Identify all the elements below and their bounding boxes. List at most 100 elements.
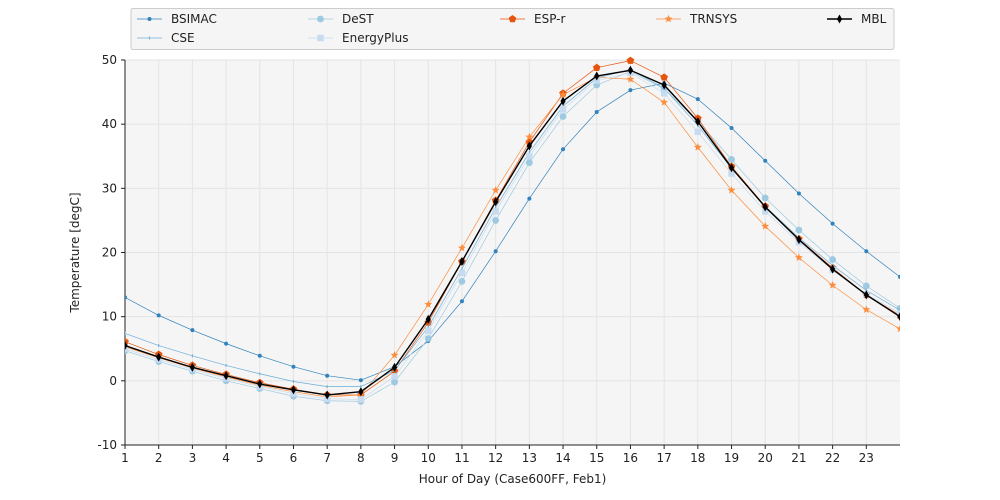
data-point-energyplus [660,90,668,97]
data-point-dest [559,113,567,120]
data-point-mbl [830,264,836,274]
series-line-bsimac [125,82,900,381]
legend-item-mbl: MBL [827,12,887,26]
data-point-bsimac [796,191,801,196]
legend-marker [508,15,517,23]
x-tick-label: 19 [724,451,739,465]
data-point-dest [492,217,500,224]
x-tick-label: 14 [555,451,570,465]
data-point-trnsys [626,75,635,83]
x-tick-label: 2 [155,451,163,465]
data-point-bsimac [695,97,700,102]
grid [124,59,900,446]
data-point-bsimac [156,313,161,318]
data-point-bsimac [729,126,734,131]
data-point-trnsys [727,186,736,194]
data-point-bsimac [763,158,768,163]
series-line-energyplus [125,72,900,400]
data-point-mbl [125,341,128,351]
data-point-bsimac [291,364,296,369]
x-tick-label: 11 [454,451,469,465]
data-point-mbl [425,314,431,324]
data-point-energyplus [458,269,466,277]
x-tick-label: 6 [290,451,298,465]
data-point-esp-r [592,63,601,71]
x-tick-label: 5 [256,451,264,465]
data-point-bsimac [527,196,532,201]
y-tick-label: 20 [102,246,117,260]
x-tick-label: 21 [791,451,806,465]
x-tick-label: 8 [357,451,365,465]
data-point-bsimac [190,328,195,333]
data-point-trnsys [693,143,702,151]
data-point-trnsys [660,98,669,106]
data-point-mbl [358,387,364,397]
legend-label: TRNSYS [689,12,737,26]
data-point-mbl [493,197,499,207]
x-tick-label: 3 [189,451,197,465]
data-point-dest [862,282,870,290]
data-point-trnsys [491,186,500,194]
x-tick-label: 10 [421,451,436,465]
data-point-energyplus [559,106,567,113]
x-tick-label: 9 [391,451,399,465]
data-point-dest [424,335,432,342]
data-point-energyplus [391,373,398,380]
legend-item-bsimac: BSIMAC [137,12,217,26]
data-point-bsimac [830,221,835,226]
legend-label: DeST [342,12,374,26]
data-point-trnsys [761,221,770,230]
x-axis-title: Hour of Day (Case600FF, Feb1) [419,472,607,486]
x-tick-label: 1 [121,451,129,465]
data-point-energyplus [526,153,533,160]
legend-marker [147,17,152,21]
data-point-mbl [526,141,532,151]
data-point-energyplus [728,170,735,177]
series-line-trnsys [125,76,900,398]
data-point-mbl [627,65,634,75]
data-point-mbl [290,385,297,395]
legend-item-dest: DeST [308,12,374,26]
data-point-energyplus [492,208,499,215]
data-point-energyplus [357,396,365,403]
legend-label: BSIMAC [171,12,217,26]
data-point-bsimac [864,249,869,254]
data-point-dest [761,194,769,202]
legend-label: MBL [861,12,887,26]
data-point-dest [829,256,837,263]
data-point-bsimac [459,299,464,304]
data-point-trnsys [862,305,871,314]
data-point-mbl [796,235,802,245]
data-point-bsimac [125,295,127,300]
series-bsimac [125,81,900,383]
data-point-mbl [661,80,667,90]
legend-marker [317,34,324,42]
data-point-mbl [257,379,263,389]
data-point-energyplus [425,327,432,334]
legend-item-trnsys: TRNSYS [656,12,737,26]
x-tick-label: 18 [690,451,705,465]
data-point-mbl [897,312,900,322]
series-line-dest [125,71,900,402]
legend-item-esp-r: ESP-r [500,12,566,26]
data-point-mbl [391,362,398,372]
data-point-trnsys [896,324,900,333]
data-point-energyplus [694,128,702,136]
data-point-bsimac [358,378,363,383]
data-point-mbl [728,163,735,173]
data-point-mbl [695,117,701,127]
data-point-bsimac [257,353,262,358]
y-axis-title: Temperature [degC] [68,192,82,313]
x-tick-label: 13 [522,451,537,465]
data-point-mbl [459,256,465,266]
data-point-dest [391,378,398,386]
data-point-energyplus [896,310,900,317]
data-point-trnsys [390,350,399,359]
x-tick-label: 20 [758,451,773,465]
data-point-bsimac [898,274,900,279]
legend-marker [664,14,673,23]
y-tick-label: 10 [102,310,117,324]
x-tick-label: 16 [623,451,638,465]
data-point-mbl [863,290,869,300]
